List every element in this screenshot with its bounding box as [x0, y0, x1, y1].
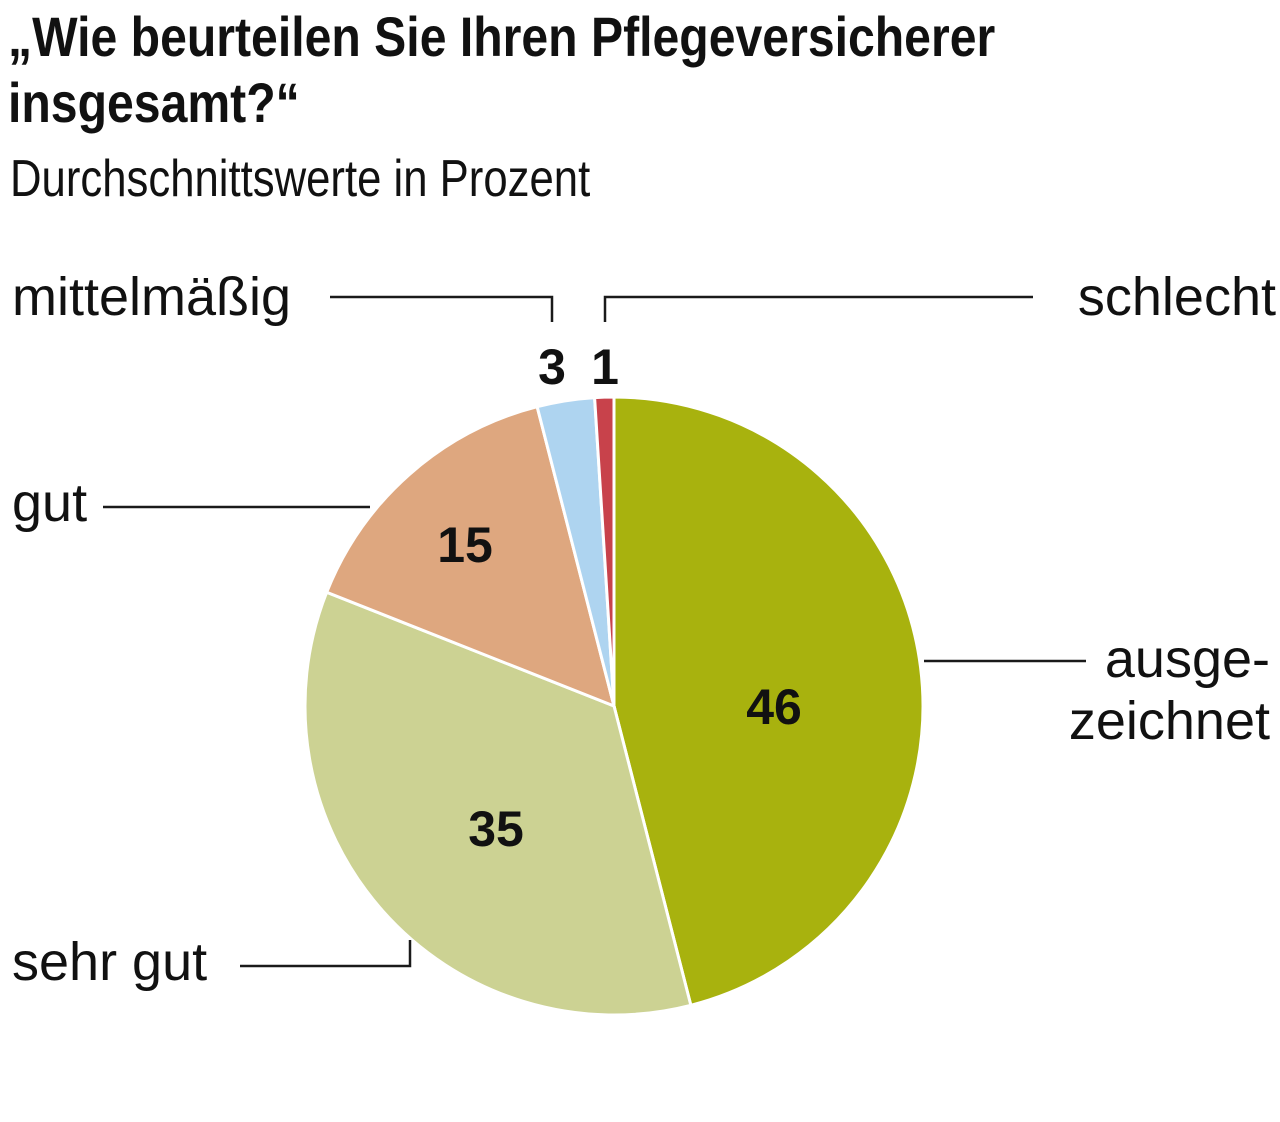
- leader-lines: [103, 295, 1086, 968]
- category-label-mittelmaessig: mittelmäßig: [12, 267, 291, 327]
- category-label-ausgezeichnet: ausge-zeichnet: [1069, 629, 1270, 751]
- chart-title: „Wie beurteilen Sie Ihren Pflegeversiche…: [8, 5, 996, 134]
- leader-line-mittelmaessig: [330, 295, 554, 322]
- pie-slice-ausgezeichnet: [612, 395, 925, 1008]
- category-label-gut: gut: [12, 473, 87, 533]
- value-label-sehr-gut: 35: [468, 801, 524, 857]
- pie-slice-schlecht: [593, 395, 616, 707]
- value-label-ausgezeichnet: 46: [746, 679, 802, 735]
- pie-slices: [303, 395, 925, 1017]
- pie-labels: ausge-zeichnet sehr gut gut mittelmäßig schl…: [12, 267, 1276, 992]
- value-label-schlecht: 1: [591, 339, 619, 395]
- chart-subtitle: Durchschnittswerte in Prozent: [10, 150, 591, 208]
- pie-slice-gut: [324, 404, 617, 709]
- leader-line-schlecht: [603, 295, 1033, 322]
- value-label-gut: 15: [437, 517, 493, 573]
- value-label-mittelmaessig: 3: [538, 339, 566, 395]
- category-label-sehr-gut: sehr gut: [12, 932, 207, 992]
- pie-slice-sehr-gut: [303, 590, 693, 1017]
- category-label-schlecht: schlecht: [1078, 267, 1276, 327]
- leader-line-sehr-gut: [240, 940, 412, 968]
